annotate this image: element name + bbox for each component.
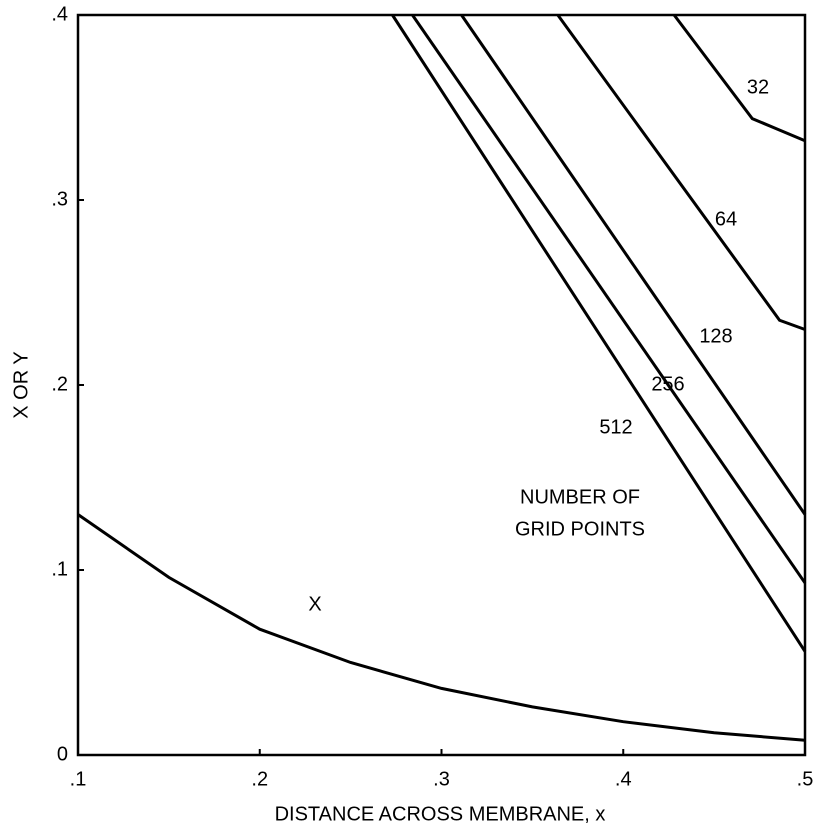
x-axis-label: DISTANCE ACROSS MEMBRANE, x — [275, 803, 606, 825]
annotation: GRID POINTS — [515, 518, 645, 540]
series-label: 256 — [651, 373, 684, 395]
x-tick-label: .4 — [615, 768, 632, 790]
series-label: X — [308, 593, 321, 615]
y-tick-label: .1 — [51, 558, 68, 580]
y-tick-label: 0 — [57, 743, 68, 765]
series-line — [460, 14, 807, 516]
series-line — [77, 513, 806, 742]
x-tick-label: .1 — [70, 768, 87, 790]
plot-frame — [76, 13, 807, 757]
series-line — [672, 14, 806, 143]
series-line — [556, 14, 806, 331]
x-tick-label: .2 — [251, 768, 268, 790]
y-tick-label: .4 — [51, 3, 68, 25]
x-tick-label: .3 — [433, 768, 450, 790]
series-label: 32 — [747, 76, 769, 98]
y-tick-label: .3 — [51, 188, 68, 210]
series-label: 128 — [699, 325, 732, 347]
series-label: 512 — [599, 416, 632, 438]
annotation: NUMBER OF — [520, 486, 640, 508]
series-label: 64 — [715, 208, 737, 230]
y-axis-label: X OR Y — [10, 351, 32, 418]
series-line — [411, 14, 807, 584]
y-tick-label: .2 — [51, 373, 68, 395]
x-tick-label: .5 — [797, 768, 814, 790]
series-line — [391, 14, 807, 653]
